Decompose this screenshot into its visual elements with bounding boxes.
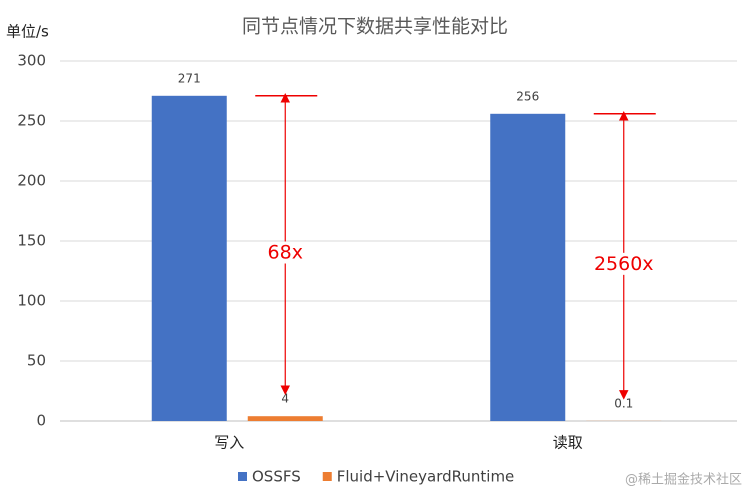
bar	[151, 95, 227, 422]
bar	[490, 113, 566, 422]
y-tick-label: 300	[17, 52, 46, 70]
value-label: 256	[516, 89, 539, 103]
annotation-bg	[265, 241, 305, 264]
y-tick-label: 150	[17, 232, 46, 250]
legend-label: Fluid+VineyardRuntime	[337, 468, 515, 486]
y-tick-label: 100	[17, 292, 46, 310]
watermark: @稀土掘金技术社区	[625, 472, 742, 488]
y-tick-label: 50	[27, 352, 46, 370]
y-axis-label: 单位/s	[6, 23, 49, 41]
annotation: 68x	[268, 242, 303, 264]
y-tick-label: 250	[17, 112, 46, 130]
legend-swatch	[322, 472, 332, 481]
chart-title: 同节点情况下数据共享性能对比	[242, 16, 508, 38]
annotation-bg	[591, 252, 656, 275]
legend-label: OSSFS	[252, 468, 301, 486]
x-tick-label: 读取	[553, 434, 583, 452]
value-label: 0.1	[614, 396, 633, 410]
value-label: 271	[178, 71, 201, 85]
y-tick-label: 0	[36, 412, 46, 430]
bar	[247, 416, 323, 421]
value-label: 4	[281, 392, 289, 406]
annotation: 2560x	[594, 253, 654, 275]
y-tick-label: 200	[17, 172, 46, 190]
x-tick-label: 写入	[214, 434, 244, 452]
legend-swatch	[238, 472, 247, 481]
